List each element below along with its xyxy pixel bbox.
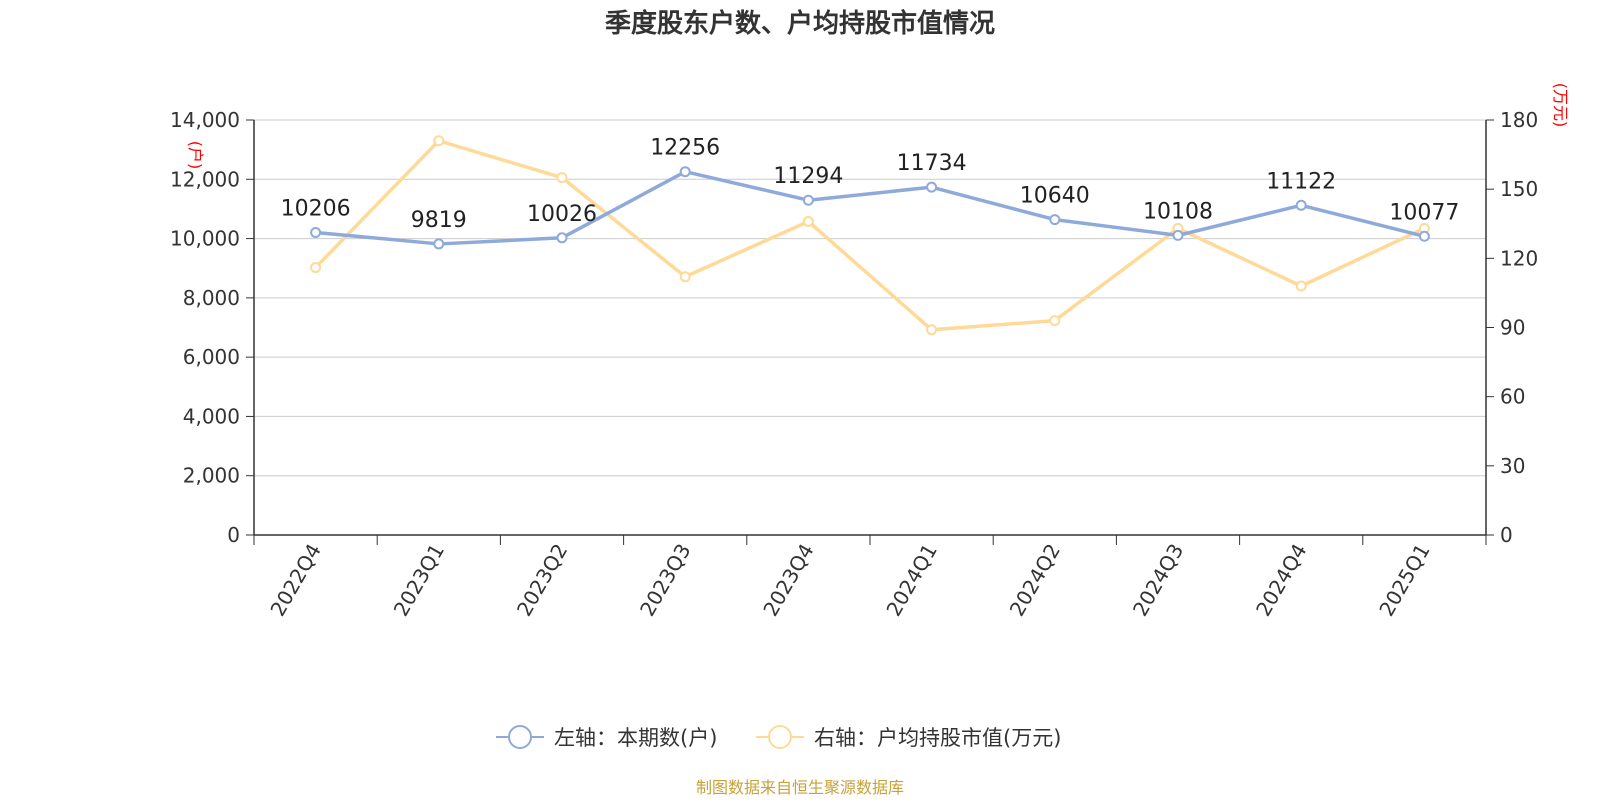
- x-tick-label: 2023Q4: [758, 540, 818, 621]
- y-right-tick-label: 30: [1500, 454, 1525, 478]
- data-label: 9819: [411, 208, 467, 233]
- x-tick-label: 2024Q2: [1005, 540, 1065, 621]
- x-tick-label: 2024Q4: [1251, 540, 1311, 621]
- series-line-1: [314, 139, 1426, 332]
- legend-label: 右轴：户均持股市值(万元): [814, 726, 1061, 750]
- y-right-tick-label: 0: [1500, 523, 1513, 547]
- y-left-tick-label: 10,000: [170, 227, 240, 251]
- series-points: [310, 135, 1430, 336]
- data-label: 10640: [1020, 184, 1090, 209]
- data-label: 11294: [773, 164, 843, 189]
- legend-item-1[interactable]: 右轴：户均持股市值(万元): [756, 725, 1061, 750]
- x-tick-label: 2022Q4: [265, 540, 325, 621]
- x-tick-label: 2025Q1: [1374, 540, 1434, 621]
- data-label: 10108: [1143, 199, 1213, 224]
- data-point: [1418, 230, 1430, 242]
- data-label: 11734: [897, 151, 967, 176]
- y-right-tick-label: 120: [1500, 246, 1538, 270]
- x-tick-label: 2024Q1: [881, 540, 941, 621]
- x-tick-label: 2023Q2: [512, 540, 572, 621]
- data-point: [310, 262, 322, 274]
- data-label: 10026: [527, 202, 597, 227]
- data-point: [1049, 214, 1061, 226]
- data-label: 12256: [650, 136, 720, 161]
- data-labels: 10206 9819 10026 12256 11294 11734 10640 10108 1…: [281, 136, 1460, 233]
- x-tick-label: 2024Q3: [1128, 540, 1188, 621]
- y-left-tick-label: 12,000: [170, 167, 240, 191]
- legend-circle-icon: [768, 725, 792, 749]
- legend[interactable]: 左轴：本期数(户) 右轴：户均持股市值(万元): [496, 725, 1061, 750]
- data-point: [802, 215, 814, 227]
- series-lines: [314, 139, 1426, 332]
- x-tick-label: 2023Q3: [635, 540, 695, 621]
- data-label: 11122: [1266, 169, 1336, 194]
- data-point: [802, 194, 814, 206]
- data-point: [556, 172, 568, 184]
- legend-item-0[interactable]: 左轴：本期数(户): [496, 725, 717, 750]
- data-point: [1295, 280, 1307, 292]
- legend-label: 左轴：本期数(户): [554, 726, 717, 750]
- y-left-tick-label: 8,000: [183, 286, 240, 310]
- data-point: [310, 226, 322, 238]
- y-left-tick-label: 14,000: [170, 108, 240, 132]
- data-point: [679, 166, 691, 178]
- x-tick-label: 2023Q1: [389, 540, 449, 621]
- y-right-tick-label: 180: [1500, 108, 1538, 132]
- data-point: [433, 135, 445, 147]
- series-line-0: [315, 169, 1425, 246]
- source-note: 制图数据来自恒生聚源数据库: [696, 778, 904, 797]
- y-right-tick-label: 150: [1500, 177, 1538, 201]
- data-point: [1295, 199, 1307, 211]
- chart-title: 季度股东户数、户均持股市值情况: [605, 8, 995, 39]
- data-point: [1049, 315, 1061, 327]
- y-left-tick-label: 2,000: [183, 464, 240, 488]
- data-point: [556, 232, 568, 244]
- data-point: [926, 324, 938, 336]
- y-left-unit: (户): [186, 141, 205, 170]
- data-point: [433, 238, 445, 250]
- grid-lines: [254, 119, 1486, 477]
- y-right-unit: (万元): [1551, 83, 1570, 128]
- data-point: [679, 271, 691, 283]
- data-point: [926, 181, 938, 193]
- legend-circle-icon: [508, 725, 532, 749]
- data-point: [1172, 229, 1184, 241]
- y-left-tick-label: 6,000: [183, 345, 240, 369]
- y-left-tick-label: 4,000: [183, 404, 240, 428]
- y-right-tick-label: 60: [1500, 385, 1525, 409]
- data-label: 10077: [1389, 200, 1459, 225]
- data-label: 10206: [281, 196, 351, 221]
- y-left-tick-label: 0: [227, 523, 240, 547]
- y-right-tick-label: 90: [1500, 316, 1525, 340]
